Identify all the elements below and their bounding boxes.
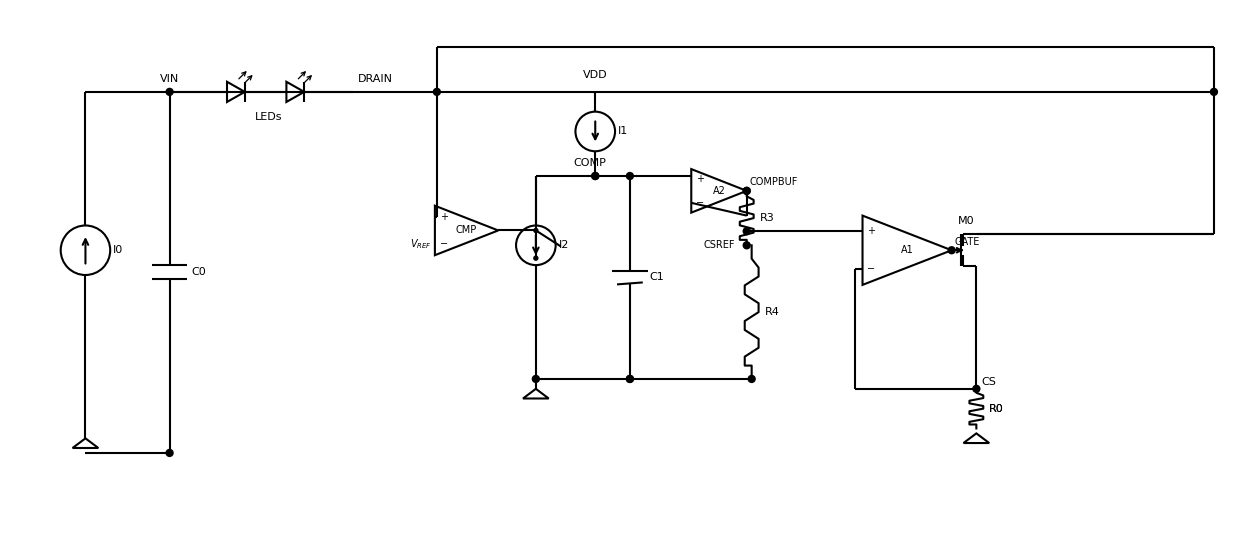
Text: I1: I1 [618, 126, 629, 136]
Text: −: − [696, 198, 704, 208]
Text: VIN: VIN [160, 74, 180, 84]
Text: VDD: VDD [583, 70, 608, 80]
Text: COMP: COMP [574, 158, 606, 168]
Circle shape [1210, 89, 1218, 95]
Text: CSREF: CSREF [703, 240, 735, 250]
Circle shape [626, 376, 634, 382]
Text: M0: M0 [959, 217, 975, 227]
Text: $V_{REF}$: $V_{REF}$ [410, 237, 432, 251]
Circle shape [166, 449, 174, 456]
Circle shape [626, 173, 634, 179]
Text: A2: A2 [713, 186, 725, 196]
Text: +: + [440, 212, 448, 222]
Circle shape [534, 256, 538, 260]
Text: I2: I2 [559, 240, 569, 250]
Text: C1: C1 [650, 272, 665, 283]
Circle shape [591, 173, 599, 179]
Text: −: − [868, 265, 875, 274]
Text: R3: R3 [760, 213, 774, 223]
Text: +: + [868, 226, 875, 236]
Text: DRAIN: DRAIN [357, 74, 393, 84]
Circle shape [743, 188, 750, 194]
Text: R0: R0 [990, 404, 1004, 414]
Text: A1: A1 [900, 245, 914, 255]
Circle shape [626, 376, 634, 382]
Text: CMP: CMP [456, 226, 477, 235]
Text: R0: R0 [990, 404, 1004, 414]
Text: COMPBUF: COMPBUF [750, 177, 799, 187]
Circle shape [534, 228, 538, 233]
Circle shape [743, 242, 750, 249]
Circle shape [748, 376, 755, 382]
Circle shape [434, 89, 440, 95]
Text: CS: CS [981, 377, 996, 387]
Circle shape [591, 173, 599, 179]
Text: I0: I0 [113, 245, 124, 255]
Text: LEDs: LEDs [255, 112, 283, 122]
Circle shape [743, 228, 750, 235]
Text: +: + [696, 174, 704, 184]
Circle shape [532, 376, 539, 382]
Text: R4: R4 [765, 307, 780, 317]
Circle shape [166, 89, 174, 95]
Text: C0: C0 [191, 267, 206, 277]
Circle shape [973, 386, 980, 392]
Text: −: − [440, 239, 448, 249]
Text: GATE: GATE [955, 238, 980, 248]
Circle shape [949, 247, 955, 254]
Circle shape [743, 188, 750, 194]
